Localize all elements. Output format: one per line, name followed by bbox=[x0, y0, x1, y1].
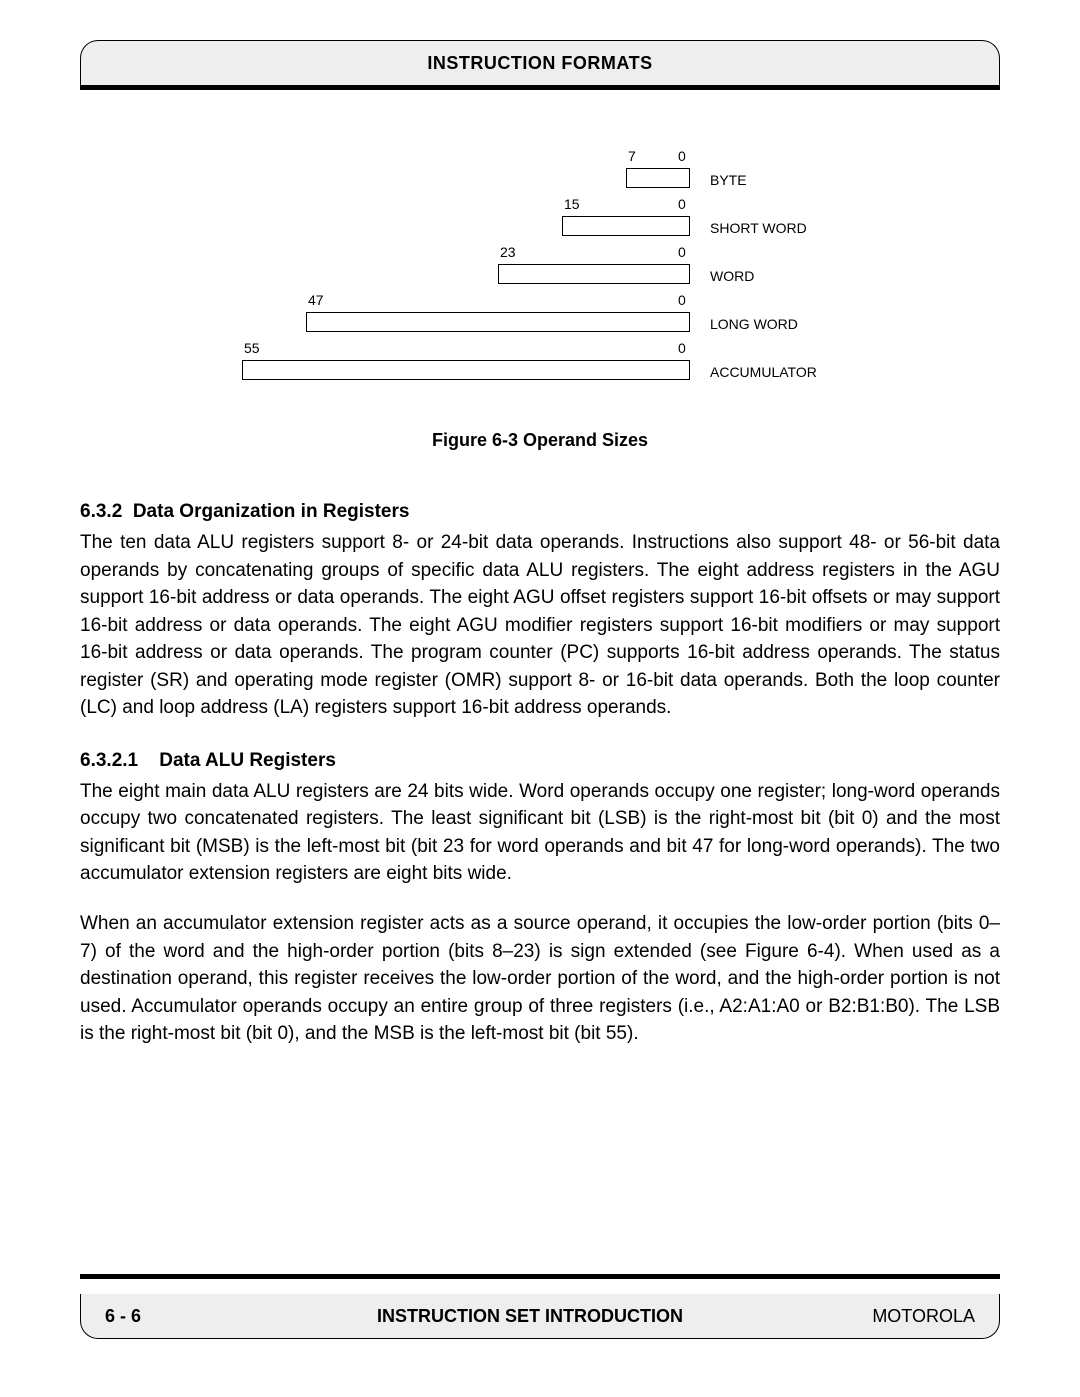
operand-msb-label: 7 bbox=[628, 148, 636, 164]
top-rule bbox=[80, 85, 1000, 90]
section-6321-num: 6.3.2.1 bbox=[80, 750, 138, 772]
header-title: INSTRUCTION FORMATS bbox=[427, 53, 652, 74]
operand-bar-row: 15 0 SHORT WORD bbox=[220, 198, 860, 238]
operand-bar-row: 23 0 WORD bbox=[220, 246, 860, 286]
operand-type-label: LONG WORD bbox=[710, 316, 798, 332]
operand-msb-label: 55 bbox=[244, 340, 260, 356]
section-632-num: 6.3.2 bbox=[80, 501, 122, 523]
operand-bar-row: 47 0 LONG WORD bbox=[220, 294, 860, 334]
operand-lsb-label: 0 bbox=[678, 148, 686, 164]
operand-bar-row: 7 0 BYTE bbox=[220, 150, 860, 190]
operand-lsb-label: 0 bbox=[678, 292, 686, 308]
operand-msb-label: 15 bbox=[564, 196, 580, 212]
figure-caption: Figure 6-3 Operand Sizes bbox=[80, 430, 1000, 451]
operand-bar bbox=[562, 216, 690, 236]
footer-chapter-title: INSTRUCTION SET INTRODUCTION bbox=[221, 1306, 839, 1327]
operand-type-label: BYTE bbox=[710, 172, 747, 188]
section-6321-para2: When an accumulator extension register a… bbox=[80, 910, 1000, 1048]
operand-type-label: ACCUMULATOR bbox=[710, 364, 817, 380]
operand-bar bbox=[498, 264, 690, 284]
section-6321-title: Data ALU Registers bbox=[159, 750, 336, 772]
operand-msb-label: 23 bbox=[500, 244, 516, 260]
operand-bar-row: 55 0 ACCUMULATOR bbox=[220, 342, 860, 382]
section-632-title: Data Organization in Registers bbox=[133, 501, 410, 523]
operand-lsb-label: 0 bbox=[678, 196, 686, 212]
section-632-heading: 6.3.2 Data Organization in Registers bbox=[80, 501, 1000, 523]
header-tab: INSTRUCTION FORMATS bbox=[80, 40, 1000, 85]
section-6321-heading: 6.3.2.1 Data ALU Registers bbox=[80, 750, 1000, 772]
operand-sizes-diagram: 7 0 BYTE 15 0 SHORT WORD 23 0 WORD 47 0 LONG WORD 55… bbox=[220, 150, 860, 410]
footer-page-number: 6 - 6 bbox=[81, 1306, 221, 1327]
operand-msb-label: 47 bbox=[308, 292, 324, 308]
operand-lsb-label: 0 bbox=[678, 244, 686, 260]
operand-bar bbox=[626, 168, 690, 188]
footer-brand: MOTOROLA bbox=[839, 1306, 999, 1327]
footer-tab: 6 - 6 INSTRUCTION SET INTRODUCTION MOTOR… bbox=[80, 1294, 1000, 1339]
operand-type-label: SHORT WORD bbox=[710, 220, 807, 236]
bottom-rule bbox=[80, 1274, 1000, 1279]
operand-lsb-label: 0 bbox=[678, 340, 686, 356]
section-6321-para1: The eight main data ALU registers are 24… bbox=[80, 778, 1000, 888]
section-632-para: The ten data ALU registers support 8- or… bbox=[80, 529, 1000, 722]
operand-type-label: WORD bbox=[710, 268, 754, 284]
operand-bar bbox=[306, 312, 690, 332]
operand-bar bbox=[242, 360, 690, 380]
